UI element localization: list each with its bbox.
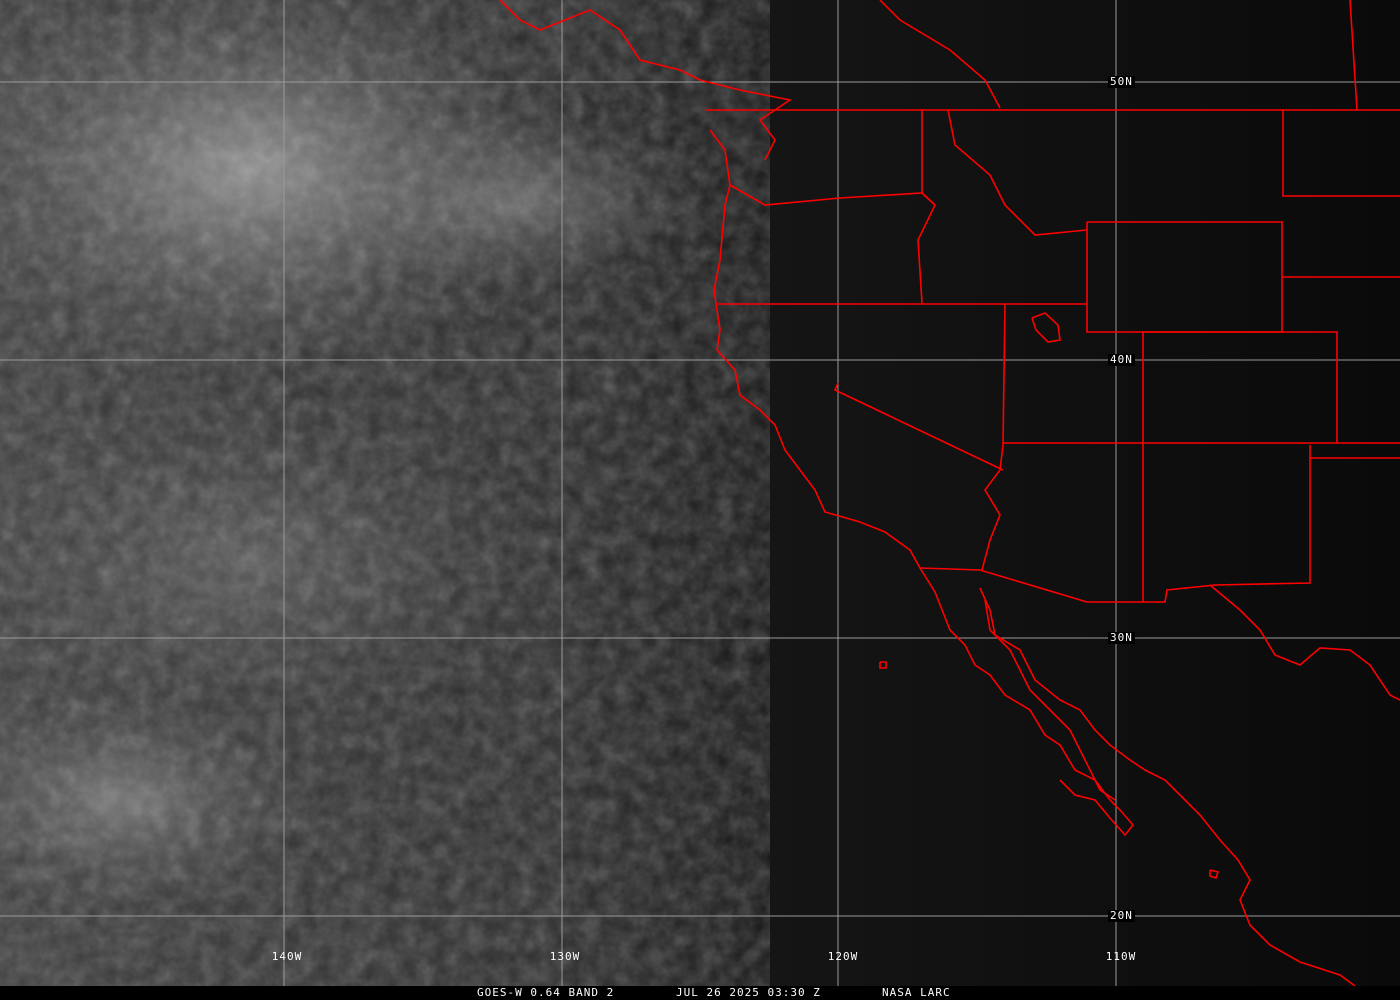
- ca-nv-diagonal: [833, 382, 1004, 471]
- satellite-band-label: GOES-W 0.64 BAND 2: [477, 986, 615, 999]
- idaho-west-border: [917, 110, 936, 304]
- baja-east-coast: [984, 599, 1116, 801]
- longitude-label-130w: 130W: [549, 950, 581, 963]
- gulf-of-california-coast: [979, 587, 1356, 987]
- mexico-coast-east: [1209, 584, 1400, 701]
- source-label: NASA LARC: [882, 986, 951, 999]
- alberta-border: [1349, 0, 1358, 111]
- latitude-label-40n: 40N: [1108, 353, 1135, 366]
- island: [1209, 869, 1220, 880]
- colorado-border: [1143, 331, 1338, 443]
- great-salt-lake: [1031, 312, 1061, 343]
- timestamp-label: JUL 26 2025 03:30 Z: [676, 986, 821, 999]
- latitude-label-50n: 50N: [1108, 75, 1135, 88]
- image-caption-bar: GOES-W 0.64 BAND 2 JUL 26 2025 03:30 Z N…: [0, 986, 1400, 1000]
- canada-coast: [499, 0, 793, 161]
- idaho-montana-border: [947, 109, 1088, 236]
- latitude-label-20n: 20N: [1108, 909, 1135, 922]
- cloud-texture: [0, 0, 700, 1000]
- latitude-label-30n: 30N: [1108, 631, 1135, 644]
- nevada-east-border: [981, 303, 1006, 571]
- montana-border: [1282, 110, 1400, 197]
- island: [879, 661, 887, 669]
- longitude-label-110w: 110W: [1105, 950, 1137, 963]
- longitude-label-140w: 140W: [271, 950, 303, 963]
- alaska-canada-border: [879, 0, 1001, 109]
- new-mexico-border: [919, 445, 1311, 603]
- longitude-label-120w: 120W: [827, 950, 859, 963]
- political-boundaries: [499, 0, 1400, 987]
